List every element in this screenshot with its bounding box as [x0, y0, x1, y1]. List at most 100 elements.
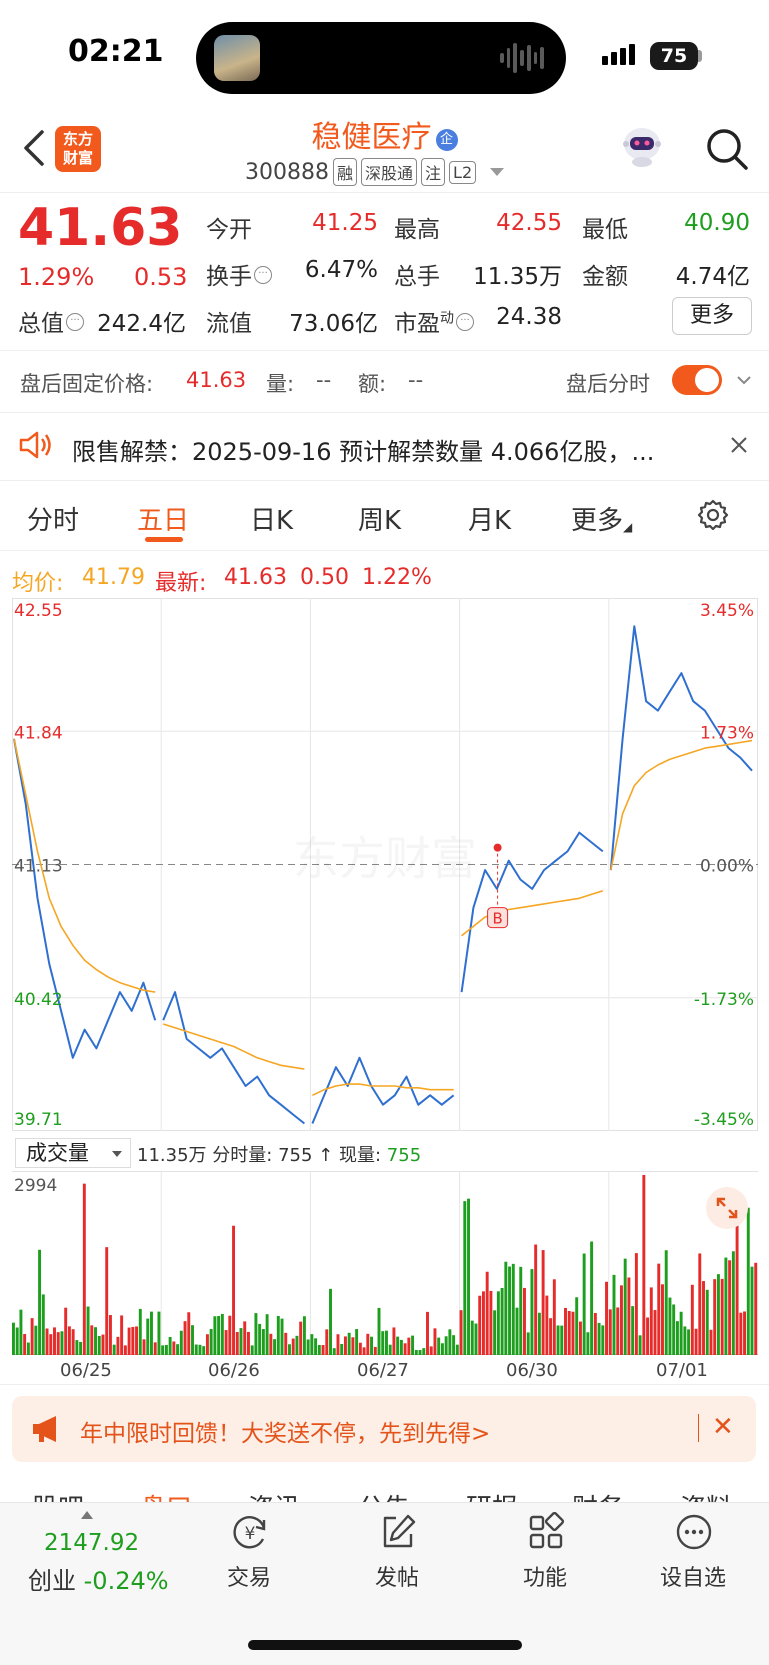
volume-bar — [187, 1312, 190, 1355]
index-name[interactable]: 创业 -0.24% — [28, 1561, 169, 1596]
volume-bar — [299, 1322, 302, 1355]
info-dots-icon[interactable]: ··· — [66, 313, 84, 331]
stock-code-line[interactable]: 300888 融 深股通 注 L2 — [245, 158, 504, 186]
tab-weekly-k[interactable]: 周K — [358, 500, 401, 537]
last-price: 41.63 — [18, 198, 182, 258]
y-tick-label-right: -1.73% — [694, 990, 754, 1010]
volume-bar — [105, 1247, 108, 1355]
volume-bar — [202, 1346, 205, 1355]
ai-assistant-robot-icon[interactable] — [618, 122, 666, 170]
battery-cap — [698, 50, 702, 62]
volume-bar — [157, 1312, 160, 1355]
volume-bar — [34, 1326, 37, 1355]
price-line-segment — [462, 833, 603, 993]
volume-value: 11.35万 — [450, 257, 562, 291]
tab-monthly-k[interactable]: 月K — [468, 500, 511, 537]
volume-bar — [616, 1307, 619, 1355]
latest-value: 41.63 — [224, 565, 287, 590]
volume-bar — [639, 1335, 642, 1355]
expand-up-icon[interactable] — [80, 1510, 94, 1520]
volume-bar — [16, 1328, 19, 1355]
info-dots-icon[interactable]: ··· — [456, 313, 474, 331]
tab-five-day[interactable]: 五日 — [137, 500, 189, 537]
volume-bar — [139, 1309, 142, 1355]
volume-indicator-select[interactable]: 成交量 — [15, 1138, 131, 1168]
volume-bar — [281, 1319, 284, 1355]
expand-fullscreen-icon[interactable] — [706, 1187, 748, 1229]
nav-trade-label[interactable]: 交易 — [199, 1560, 299, 1592]
tab-daily-k[interactable]: 日K — [250, 500, 293, 537]
float-label: 流值 — [206, 304, 252, 338]
volume-bar — [419, 1350, 422, 1355]
turnover-value: 6.47% — [290, 257, 378, 283]
volume-bar — [143, 1339, 146, 1355]
active-tab-indicator — [145, 537, 183, 542]
index-value[interactable]: 2147.92 — [44, 1530, 139, 1556]
close-icon[interactable] — [730, 436, 748, 454]
grid-icon[interactable] — [526, 1512, 566, 1552]
five-day-price-chart[interactable]: 东方财富 B 42.55 41.84 41.13 40.42 39.71 3.45% 1.73%… — [12, 598, 758, 1131]
volume-bar — [489, 1291, 492, 1355]
open-value: 41.25 — [290, 210, 378, 236]
latest-percent: 1.22% — [362, 565, 432, 590]
volume-bar — [389, 1345, 392, 1355]
volume-bar — [254, 1313, 257, 1355]
info-dots-icon[interactable]: ··· — [254, 266, 272, 284]
volume-bar — [135, 1326, 138, 1355]
chevron-down-icon[interactable] — [736, 372, 752, 388]
volume-bar — [325, 1329, 328, 1355]
volume-bar — [527, 1332, 530, 1355]
volume-bar — [564, 1308, 567, 1355]
tab-intraday[interactable]: 分时 — [27, 500, 79, 537]
volume-max-tick: 2994 — [14, 1176, 57, 1196]
volume-bar — [337, 1334, 340, 1355]
volume-bar — [467, 1199, 470, 1355]
volume-bar — [586, 1332, 589, 1355]
after-hours-toggle[interactable] — [672, 365, 722, 395]
volume-bar — [583, 1254, 586, 1355]
avg-price-line-segment — [611, 741, 752, 871]
volume-bar — [124, 1345, 127, 1355]
more-icon[interactable] — [674, 1512, 714, 1552]
nav-function-label[interactable]: 功能 — [495, 1560, 595, 1592]
unlock-notice[interactable]: 限售解禁：2025-09-16 预计解禁数量 4.066亿股，... — [72, 432, 654, 467]
volume-bar — [710, 1330, 713, 1355]
now-playing-thumbnail — [214, 35, 260, 81]
promo-divider — [698, 1414, 699, 1442]
dynamic-island[interactable] — [196, 22, 566, 94]
promo-close-button[interactable]: ✕ — [712, 1412, 734, 1442]
volume-bar — [534, 1245, 537, 1355]
volume-bar — [27, 1343, 30, 1355]
volume-bar — [359, 1343, 362, 1355]
volume-bar — [295, 1336, 298, 1355]
volume-bar — [75, 1340, 78, 1355]
tab-more[interactable]: 更多◢ — [571, 500, 632, 537]
nav-post-label[interactable]: 发帖 — [347, 1560, 447, 1592]
volume-bar — [698, 1253, 701, 1355]
settings-gear-icon[interactable] — [696, 498, 730, 532]
after-hours-amt: -- — [408, 368, 423, 392]
volume-bar — [366, 1334, 369, 1355]
volume-bar — [572, 1312, 575, 1355]
edit-icon[interactable] — [378, 1512, 418, 1552]
volume-bar — [113, 1345, 116, 1355]
volume-bar — [672, 1304, 675, 1355]
avg-price-line-segment — [163, 1024, 304, 1069]
svg-text:¥: ¥ — [245, 1524, 256, 1544]
volume-bar — [228, 1316, 231, 1355]
y-tick-label-right: 3.45% — [700, 601, 754, 621]
yuan-refresh-icon[interactable]: ¥ — [230, 1512, 270, 1552]
volume-bar — [322, 1345, 325, 1355]
volume-bar — [318, 1345, 321, 1355]
nav-watchlist-label[interactable]: 设自选 — [643, 1560, 743, 1592]
volume-bar — [504, 1262, 507, 1355]
search-icon[interactable] — [703, 125, 751, 173]
volume-bar-chart[interactable]: 2994 — [12, 1171, 758, 1355]
volume-bar — [437, 1338, 440, 1355]
volume-bar — [590, 1242, 593, 1356]
more-quote-button[interactable]: 更多 — [672, 297, 752, 335]
volume-bar — [717, 1274, 720, 1355]
volume-bar — [609, 1309, 612, 1355]
promo-text[interactable]: 年中限时回馈！大奖送不停，先到先得> — [80, 1414, 490, 1448]
volume-bar — [46, 1328, 49, 1355]
